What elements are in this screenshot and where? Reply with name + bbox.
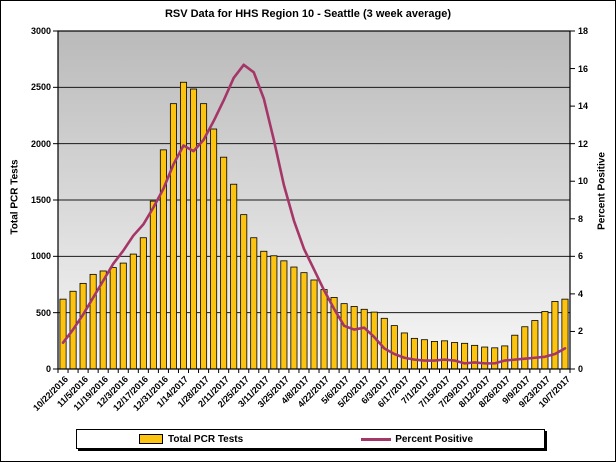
bar [430, 340, 438, 370]
bar [360, 308, 368, 370]
bar [541, 311, 549, 370]
bar-series-swatch-icon [139, 434, 163, 444]
right-axis-tick-label: 2 [578, 326, 584, 337]
bar [511, 334, 519, 370]
bar [400, 332, 408, 370]
left-axis-tick-label: 0 [45, 364, 51, 374]
bar [190, 88, 198, 370]
bar [109, 267, 117, 370]
right-axis-tick-label: 12 [578, 138, 589, 149]
bar [89, 273, 97, 370]
bar [260, 250, 268, 370]
bar [410, 337, 418, 370]
right-axis-tick-label: 16 [578, 63, 589, 74]
bar [59, 298, 67, 370]
left-axis-tick-label: 1500 [30, 195, 51, 205]
right-axis-tick-label: 6 [578, 251, 584, 262]
bar [481, 346, 489, 370]
left-axis-tick-label: 500 [35, 307, 51, 318]
bar [471, 344, 479, 370]
percent-positive-line [61, 63, 567, 365]
bar [220, 156, 228, 370]
right-axis-tick-label: 0 [578, 364, 584, 374]
bar [210, 128, 218, 370]
right-axis-tick-label: 4 [578, 288, 584, 299]
right-axis-tick-label: 8 [578, 213, 584, 224]
bar [240, 214, 248, 370]
bar [561, 298, 569, 370]
bar [451, 342, 459, 370]
bar [310, 279, 318, 370]
bar [230, 183, 238, 370]
line-series-swatch-icon [361, 437, 392, 441]
bar [139, 237, 147, 370]
bar [551, 300, 559, 370]
legend: Total PCR Tests Percent Positive [76, 429, 545, 449]
right-axis-title: Percent Positive [596, 152, 608, 230]
bar [491, 347, 499, 370]
bar [320, 289, 328, 370]
bar [521, 326, 529, 370]
legend-item-percent-positive: Percent Positive [361, 434, 473, 445]
left-axis-tick-label: 2500 [30, 82, 51, 93]
bar [179, 81, 187, 370]
right-axis-tick-label: 14 [578, 101, 589, 112]
left-axis-tick-label: 2000 [30, 138, 51, 149]
bar [280, 260, 288, 370]
bar [290, 266, 298, 370]
bar [79, 282, 87, 370]
bar [149, 200, 157, 370]
right-axis-tick-label: 18 [578, 26, 589, 36]
bar [531, 320, 539, 370]
bar [270, 255, 278, 370]
bar [169, 103, 177, 370]
legend-item-total-pcr-tests: Total PCR Tests [139, 434, 243, 445]
left-axis-tick-label: 3000 [30, 26, 51, 36]
chart-title: RSV Data for HHS Region 10 - Seattle (3 … [164, 8, 452, 20]
bar [390, 325, 398, 370]
bar [250, 237, 258, 370]
bar [501, 345, 509, 370]
bar [420, 339, 428, 370]
bar [441, 340, 449, 370]
bar [300, 272, 308, 370]
bar [461, 342, 469, 370]
bar [119, 262, 127, 370]
bar [380, 317, 388, 370]
bar [129, 253, 137, 370]
legend-label-total-pcr-tests: Total PCR Tests [168, 433, 244, 445]
left-axis-tick-label: 1000 [30, 251, 51, 262]
right-axis-tick-label: 10 [578, 176, 589, 187]
bar [350, 306, 358, 370]
legend-label-percent-positive: Percent Positive [395, 433, 474, 445]
bar [340, 303, 348, 370]
